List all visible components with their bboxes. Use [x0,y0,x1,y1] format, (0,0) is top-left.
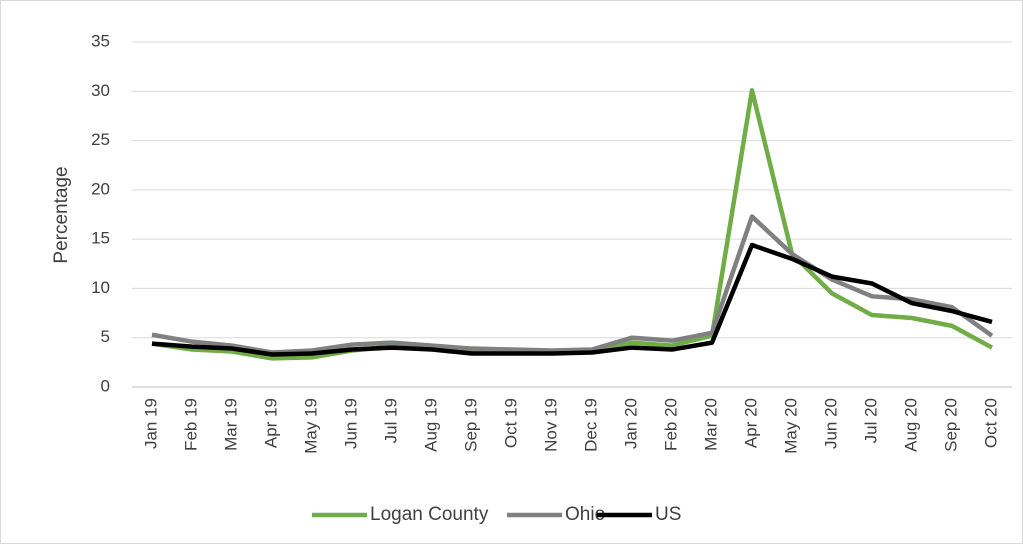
y-axis-label: Percentage [51,166,72,263]
x-tick-label: Jul 19 [381,398,400,443]
y-tick-label: 25 [91,130,110,149]
legend-label: Ohio [565,504,605,525]
x-tick-label: Jan 19 [141,398,160,449]
x-tick-label: Sep 20 [941,398,960,452]
legend-label: US [655,504,681,525]
x-tick-label: Jul 20 [861,398,880,443]
y-tick-label: 10 [91,278,110,297]
x-tick-label: Nov 19 [541,398,560,452]
x-tick-label: Feb 19 [181,398,200,451]
x-tick-label: May 20 [781,398,800,454]
y-tick-label: 30 [91,81,110,100]
x-tick-label: Mar 20 [701,398,720,451]
x-tick-label: Dec 19 [581,398,600,452]
series-line [151,242,993,357]
x-tick-label: Feb 20 [661,398,680,451]
x-tick-label: Oct 20 [981,398,1000,448]
x-tick-label: Apr 19 [261,398,280,448]
x-tick-label: Aug 20 [901,398,920,452]
y-tick-label: 0 [101,376,110,395]
x-tick-label: Jun 19 [341,398,360,449]
x-tick-label: Sep 19 [461,398,480,452]
series-line [151,214,994,355]
y-tick-label: 15 [91,229,110,248]
y-tick-label: 20 [91,179,110,198]
y-tick-label: 35 [91,31,110,50]
x-tick-label: May 19 [301,398,320,454]
x-tick-label: Jun 20 [821,398,840,449]
x-tick-label: Aug 19 [421,398,440,452]
x-tick-label: Apr 20 [741,398,760,448]
x-tick-label: Jan 20 [621,398,640,449]
y-tick-label: 5 [101,327,110,346]
x-tick-label: Mar 19 [221,398,240,451]
x-tick-label: Oct 19 [501,398,520,448]
legend-label: Logan County [370,504,489,525]
